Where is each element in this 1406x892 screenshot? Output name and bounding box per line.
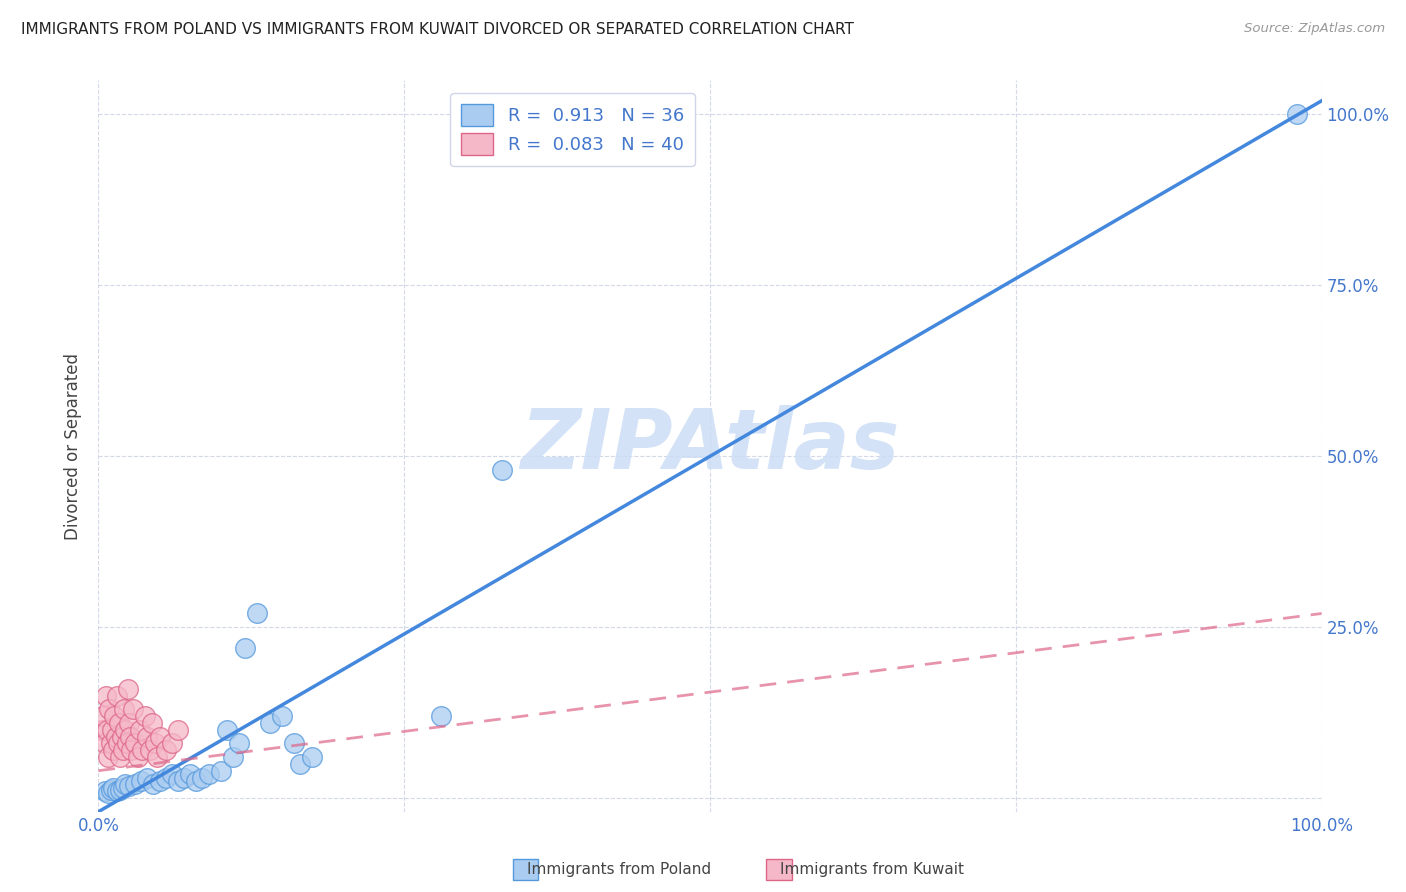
Point <box>209 764 232 778</box>
Point <box>98 702 121 716</box>
Point <box>167 774 190 789</box>
Point <box>97 786 120 800</box>
Point <box>160 767 183 781</box>
Point <box>110 782 132 797</box>
Point <box>160 736 183 750</box>
Point <box>120 730 142 744</box>
Point <box>94 689 117 703</box>
Point <box>114 723 136 737</box>
Point <box>120 743 142 757</box>
Point <box>259 715 281 730</box>
Point <box>146 750 169 764</box>
Point <box>118 779 141 793</box>
Point <box>167 723 190 737</box>
FancyBboxPatch shape <box>513 859 538 880</box>
Point <box>270 709 294 723</box>
Point <box>108 715 131 730</box>
Point <box>179 767 201 781</box>
Point <box>105 689 128 703</box>
Point <box>111 730 134 744</box>
Point <box>105 784 128 798</box>
Point <box>91 723 114 737</box>
Point <box>142 777 165 791</box>
Point <box>134 709 156 723</box>
Point <box>155 771 177 785</box>
Point <box>290 756 312 771</box>
Point <box>136 730 159 744</box>
Point <box>104 730 127 744</box>
Point <box>155 743 177 757</box>
Point <box>101 780 124 795</box>
Point <box>141 715 163 730</box>
Point <box>173 771 195 785</box>
Point <box>111 743 134 757</box>
Point <box>114 777 136 791</box>
Point <box>107 736 129 750</box>
Point <box>118 715 141 730</box>
Point <box>103 709 125 723</box>
Point <box>121 702 143 716</box>
Point <box>191 771 214 785</box>
Point <box>124 736 146 750</box>
Point <box>91 709 114 723</box>
Text: Source: ZipAtlas.com: Source: ZipAtlas.com <box>1244 22 1385 36</box>
Point <box>101 743 124 757</box>
Point <box>301 750 323 764</box>
Text: IMMIGRANTS FROM POLAND VS IMMIGRANTS FROM KUWAIT DIVORCED OR SEPARATED CORRELATI: IMMIGRANTS FROM POLAND VS IMMIGRANTS FRO… <box>21 22 853 37</box>
FancyBboxPatch shape <box>766 859 792 880</box>
Point <box>197 767 219 781</box>
Point <box>93 784 115 798</box>
Text: Immigrants from Poland: Immigrants from Poland <box>527 863 710 877</box>
Point <box>96 723 118 737</box>
Point <box>222 750 245 764</box>
Point <box>117 681 139 696</box>
Legend: R =  0.913   N = 36, R =  0.083   N = 40: R = 0.913 N = 36, R = 0.083 N = 40 <box>450 93 695 166</box>
Point <box>111 780 134 795</box>
Point <box>143 736 166 750</box>
Point <box>131 743 153 757</box>
Point <box>246 607 269 621</box>
Point <box>100 782 122 797</box>
Point <box>228 736 250 750</box>
Point <box>97 750 120 764</box>
Point <box>139 743 162 757</box>
Point <box>149 774 172 789</box>
Point <box>215 723 238 737</box>
Point <box>127 750 149 764</box>
Point <box>149 730 172 744</box>
Y-axis label: Divorced or Separated: Divorced or Separated <box>65 352 83 540</box>
Point <box>1286 107 1309 121</box>
Text: Immigrants from Kuwait: Immigrants from Kuwait <box>780 863 963 877</box>
Text: ZIPAtlas: ZIPAtlas <box>520 406 900 486</box>
Point <box>283 736 305 750</box>
Point <box>186 774 208 789</box>
Point <box>115 736 138 750</box>
Point <box>129 723 152 737</box>
Point <box>101 723 124 737</box>
Point <box>110 750 132 764</box>
Point <box>100 736 122 750</box>
Point <box>124 777 146 791</box>
Point <box>430 709 453 723</box>
Point <box>233 640 256 655</box>
Point <box>129 774 152 789</box>
Point <box>136 771 159 785</box>
Point <box>93 736 115 750</box>
Point <box>491 463 513 477</box>
Point <box>112 702 135 716</box>
